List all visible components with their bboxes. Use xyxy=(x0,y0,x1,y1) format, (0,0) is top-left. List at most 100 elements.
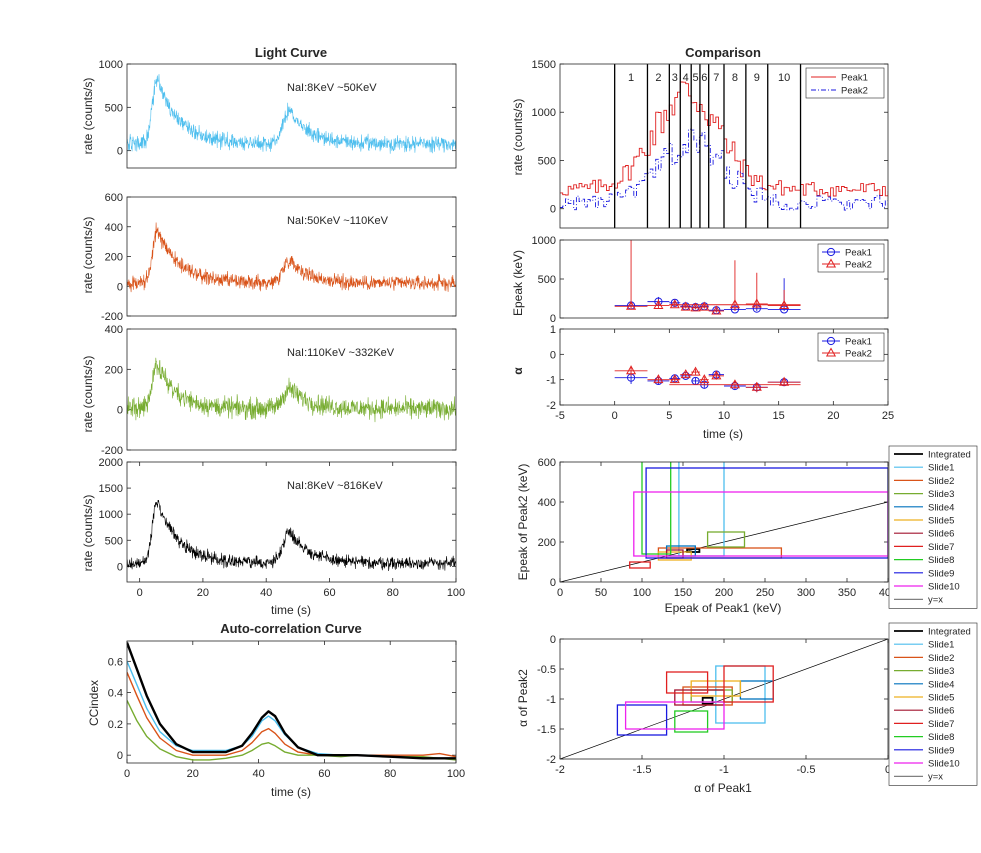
y-tick-label: 200 xyxy=(105,364,123,376)
legend-label: Peak2 xyxy=(845,349,872,360)
slice-label: 3 xyxy=(672,72,678,84)
plot-frame xyxy=(559,63,889,229)
x-tick-label: -1.5 xyxy=(633,764,652,776)
y-tick-label: 0 xyxy=(550,349,556,361)
legend-label: Slide6 xyxy=(928,706,954,717)
legend-label: Slide8 xyxy=(928,732,954,743)
legend-label: Slide7 xyxy=(928,542,954,553)
ticks: 0 500 1000 xyxy=(99,59,456,158)
uncertainty-rect-slide8 xyxy=(641,462,672,555)
data-point xyxy=(711,305,722,315)
y-tick-label: 0 xyxy=(550,634,556,646)
data-point xyxy=(680,301,691,311)
legend-label: y=x xyxy=(928,772,943,783)
lc4-annotation: NaI:8KeV ~816KeV xyxy=(287,480,383,492)
legend-label: Integrated xyxy=(928,627,971,638)
uncertainty-rect-slide1b xyxy=(723,665,774,703)
ticks: 0 500 1000 1500 2000 0 20 40 60 80 100 xyxy=(99,457,466,599)
ep-ylabel: Epeak (keV) xyxy=(511,250,525,316)
legend-label: Slide4 xyxy=(928,502,954,513)
lc4-series-line xyxy=(127,499,456,572)
epc-legend: Integrated Slide1 Slide2 Slide3 Slide4 Slide5… xyxy=(888,445,978,609)
legend-label: Slide5 xyxy=(928,516,954,527)
y-tick-label: -1 xyxy=(546,694,556,706)
slice-label: 2 xyxy=(655,72,661,84)
data-point xyxy=(669,299,680,309)
legend-marker xyxy=(826,247,836,257)
data-point xyxy=(690,302,701,312)
y-tick-label: 0.6 xyxy=(108,656,123,668)
x-tick-label: 100 xyxy=(447,587,465,599)
x-tick-label: 0 xyxy=(124,768,130,780)
data-point xyxy=(729,299,740,309)
data-point xyxy=(653,299,664,310)
data-point xyxy=(626,365,637,375)
y-tick-label: 1000 xyxy=(532,107,556,119)
data-point xyxy=(669,374,680,384)
slice-label: 8 xyxy=(732,72,738,84)
legend-label: Slide4 xyxy=(928,679,954,690)
x-tick-label: 0 xyxy=(137,587,143,599)
y-tick-label: 1500 xyxy=(99,483,123,495)
lc3-series-line xyxy=(127,357,456,423)
x-tick-label: 5 xyxy=(666,410,672,422)
data-point xyxy=(626,300,637,310)
x-tick-label: 350 xyxy=(838,587,856,599)
y-tick-label: 200 xyxy=(538,537,556,549)
lc3-annotation: NaI:110KeV ~332KeV xyxy=(287,347,395,359)
lc4-ylabel: rate (counts/s) xyxy=(81,495,95,572)
uncertainty-rect-slide7 xyxy=(629,561,651,569)
x-tick-label: 20 xyxy=(197,587,209,599)
y-tick-label: 1000 xyxy=(99,509,123,521)
alc-legend: Integrated Slide1 Slide2 Slide3 Slide4 Slide5… xyxy=(888,622,978,786)
y-tick-label: 2000 xyxy=(99,457,123,469)
ticks: -200 0 200 400 600 xyxy=(101,192,456,323)
legend-label: Slide1 xyxy=(928,463,954,474)
comparison-title: Comparison xyxy=(685,45,761,60)
legend-label: Slide1 xyxy=(928,640,954,651)
plot-frame xyxy=(126,63,457,169)
plot-frame xyxy=(126,640,457,764)
ticks: 0 500 1000 xyxy=(532,235,888,325)
plot-area xyxy=(127,641,456,763)
lc2-annotation: NaI:50KeV ~110KeV xyxy=(287,215,389,227)
legend-label: Slide9 xyxy=(928,568,954,579)
x-tick-label: 40 xyxy=(260,587,272,599)
acf-ylabel: CCindex xyxy=(87,680,101,726)
plot-area xyxy=(127,462,456,582)
y-tick-label: 0.2 xyxy=(108,719,123,731)
slice-label: 5 xyxy=(693,72,699,84)
y-tick-label: 0 xyxy=(117,281,123,293)
slice-label: 1 xyxy=(628,72,634,84)
data-point xyxy=(653,374,664,384)
legend-label: Slide3 xyxy=(928,489,954,500)
uncertainty-rect-slide10 xyxy=(624,701,725,730)
y-tick-label: 0 xyxy=(117,405,123,417)
y-tick-label: -0.5 xyxy=(537,664,556,676)
uncertainty-rect-slide8 xyxy=(674,710,709,733)
legend-label: Peak1 xyxy=(845,337,872,348)
x-tick-label: 25 xyxy=(882,410,894,422)
legend-label: Slide10 xyxy=(928,582,960,593)
plot-frame xyxy=(126,461,457,583)
y-tick-label: -1.5 xyxy=(537,724,556,736)
slice-label: 7 xyxy=(713,72,719,84)
y-tick-label: 600 xyxy=(538,457,556,469)
slice-label: 6 xyxy=(701,72,707,84)
plot-frame xyxy=(559,239,889,319)
y-tick-label: -200 xyxy=(101,311,123,323)
y-tick-label: 0 xyxy=(117,750,123,762)
x-tick-label: 20 xyxy=(827,410,839,422)
x-tick-label: 60 xyxy=(318,768,330,780)
y-tick-label: 200 xyxy=(105,252,123,264)
plot-frame xyxy=(559,461,889,583)
alc-ylabel: α of Peak2 xyxy=(516,669,530,727)
cmp-ylabel: rate (counts/s) xyxy=(511,99,525,176)
y-tick-label: 500 xyxy=(105,102,123,114)
y-tick-label: 1000 xyxy=(532,235,556,247)
data-point xyxy=(751,381,762,391)
lc2-ylabel: rate (counts/s) xyxy=(81,217,95,294)
y-tick-label: 1500 xyxy=(532,59,556,71)
y-tick-label: 400 xyxy=(105,324,123,336)
